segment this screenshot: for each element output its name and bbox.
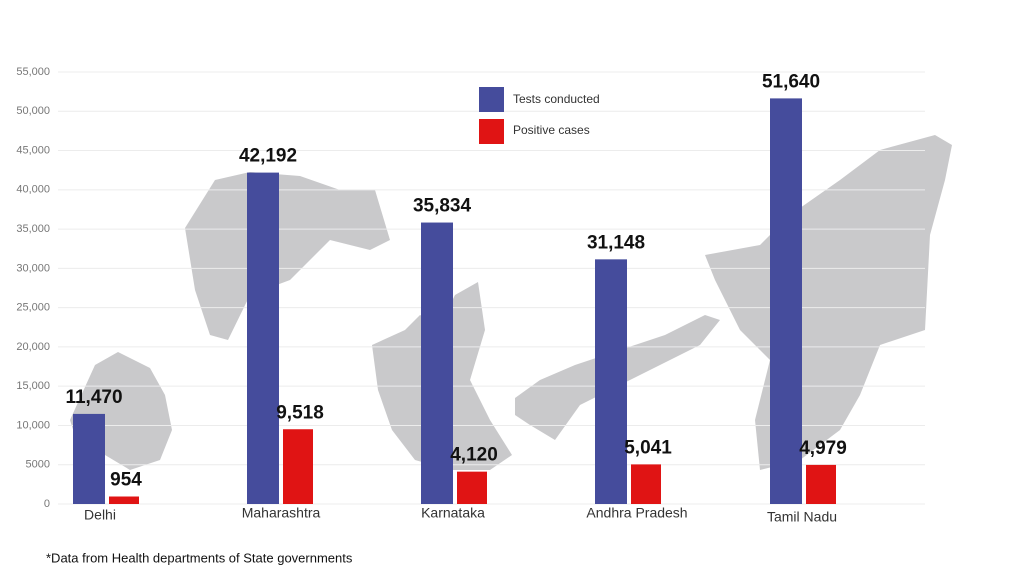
y-tick-label: 30,000 <box>16 262 50 274</box>
value-label: 35,834 <box>413 196 472 217</box>
legend: Tests conducted Positive cases <box>479 87 600 144</box>
y-tick-label: 50,000 <box>16 105 50 117</box>
legend-label: Tests conducted <box>513 92 600 106</box>
bar <box>421 222 453 504</box>
x-tick-label: Karnataka <box>421 505 485 521</box>
y-tick-label: 55,000 <box>16 66 50 78</box>
bar <box>457 471 487 504</box>
legend-swatch <box>479 87 504 112</box>
value-label: 4,120 <box>450 445 498 466</box>
y-tick-label: 10,000 <box>16 419 50 431</box>
bars: Delhi 11,470 954 Maharashtra 42,192 9,518 Karn… <box>65 71 846 524</box>
value-label: 5,041 <box>624 437 672 458</box>
y-tick-label: 25,000 <box>16 302 50 314</box>
value-label: 9,518 <box>276 402 324 423</box>
value-label: 954 <box>110 470 142 491</box>
bar <box>73 413 105 504</box>
footnote: *Data from Health departments of State g… <box>46 550 353 565</box>
y-tick-label: 35,000 <box>16 223 50 235</box>
y-tick-label: 15,000 <box>16 380 50 392</box>
value-label: 11,470 <box>65 387 122 408</box>
bar <box>806 464 836 504</box>
bar <box>109 496 139 504</box>
legend-swatch <box>479 119 504 144</box>
y-tick-label: 40,000 <box>16 184 50 196</box>
bar <box>283 429 313 504</box>
bar <box>631 464 661 504</box>
x-tick-label: Maharashtra <box>242 505 321 521</box>
value-label: 51,640 <box>762 71 820 92</box>
value-label: 31,148 <box>587 232 645 253</box>
y-tick-label: 0 <box>44 498 50 510</box>
y-tick-label: 45,000 <box>16 144 50 156</box>
state-maps <box>70 135 952 470</box>
value-label: 4,979 <box>799 438 847 459</box>
x-tick-label: Tamil Nadu <box>767 509 837 525</box>
bar <box>595 259 627 504</box>
y-tick-label: 5000 <box>26 459 50 471</box>
x-tick-label: Andhra Pradesh <box>586 505 687 521</box>
x-tick-label: Delhi <box>84 507 116 523</box>
legend-label: Positive cases <box>513 123 590 137</box>
bar <box>247 172 279 504</box>
value-label: 42,192 <box>239 146 297 167</box>
y-tick-label: 20,000 <box>16 341 50 353</box>
bar <box>770 98 802 505</box>
